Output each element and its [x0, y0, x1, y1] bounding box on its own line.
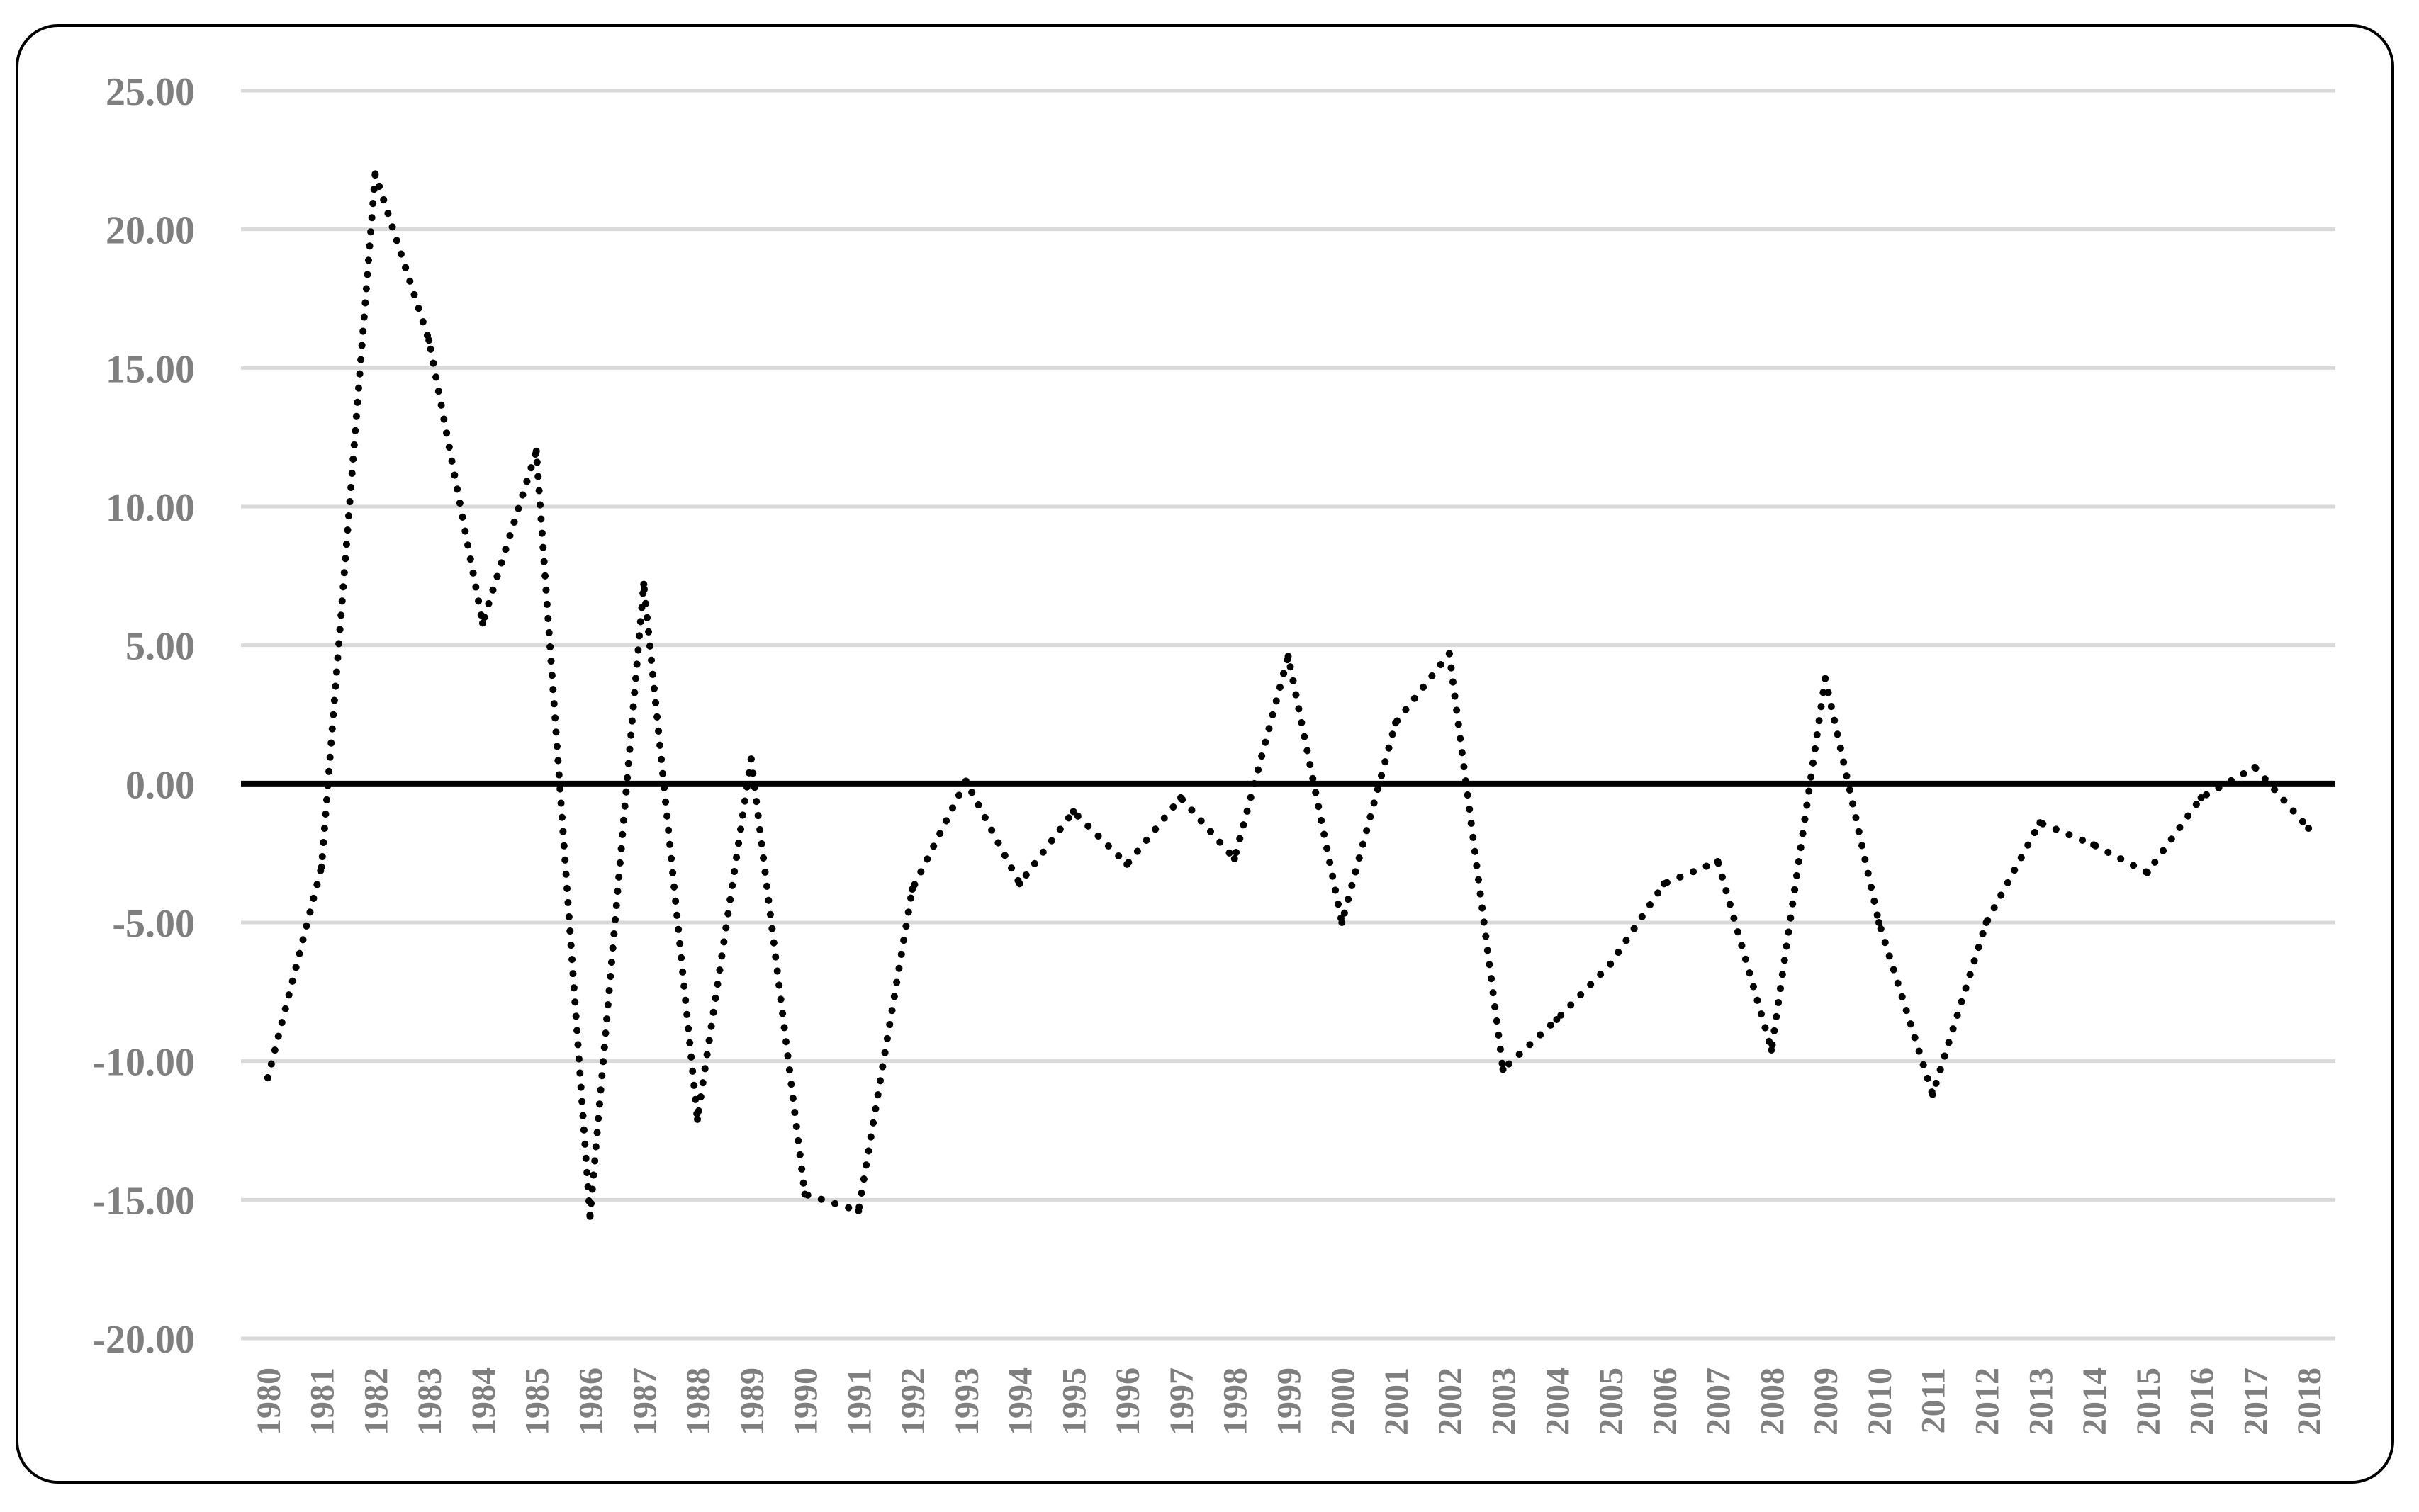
x-tick-label: 1991	[841, 1367, 878, 1435]
data-point-1986	[586, 1212, 594, 1220]
y-tick-label: 25.00	[106, 70, 195, 114]
x-tick-label: 1999	[1271, 1367, 1308, 1435]
data-point-1991	[855, 1207, 863, 1214]
x-tick-label: 2004	[1539, 1367, 1576, 1435]
y-tick-label: -10.00	[92, 1041, 195, 1085]
data-point-1999	[1284, 653, 1292, 660]
y-tick-label: -20.00	[92, 1318, 195, 1362]
data-point-2010	[1875, 919, 1882, 926]
data-point-2005	[1607, 960, 1615, 968]
x-tick-label: 1994	[1002, 1367, 1040, 1435]
x-tick-label: 2011	[1915, 1367, 1953, 1433]
data-point-2011	[1929, 1090, 1936, 1098]
x-tick-label: 2013	[2022, 1367, 2060, 1435]
x-tick-label: 2002	[1432, 1367, 1469, 1435]
x-tick-label: 1986	[573, 1367, 610, 1435]
y-tick-label: -5.00	[112, 902, 195, 946]
data-point-2007	[1714, 857, 1722, 865]
y-tick-label: -15.00	[92, 1179, 195, 1223]
x-tick-label: 2007	[1700, 1367, 1738, 1435]
data-point-1997	[1177, 794, 1184, 801]
data-point-2000	[1338, 919, 1346, 926]
x-tick-label: 2016	[2184, 1367, 2221, 1435]
y-tick-label: 20.00	[106, 209, 195, 253]
x-tick-label: 2003	[1486, 1367, 1523, 1435]
data-point-2015	[2143, 869, 2151, 876]
x-tick-label: 1987	[626, 1367, 663, 1435]
data-point-1994	[1016, 880, 1023, 888]
data-point-1992	[909, 886, 916, 893]
x-axis-ticks: 1980 1981 1982 1983 1984 1985 1986 1987 1988 1989…	[250, 1367, 2328, 1435]
x-tick-label: 2005	[1593, 1367, 1630, 1435]
data-point-1996	[1123, 860, 1131, 868]
data-point-2016	[2197, 794, 2205, 801]
y-tick-label: 15.00	[106, 347, 195, 391]
data-point-2003	[1499, 1066, 1507, 1073]
x-tick-label: 2008	[1753, 1367, 1791, 1435]
data-point-1995	[1070, 808, 1077, 816]
data-point-2002	[1445, 650, 1453, 658]
x-tick-label: 1988	[680, 1367, 717, 1435]
data-point-2018	[2305, 824, 2313, 832]
y-axis-ticks: 25.00 20.00 15.00 10.00 5.00 0.00 -5.00 -10.00 -…	[92, 70, 195, 1362]
x-tick-label: 1996	[1109, 1367, 1147, 1435]
x-tick-label: 2010	[1861, 1367, 1899, 1435]
x-tick-label: 1998	[1217, 1367, 1255, 1435]
data-point-1990	[801, 1190, 809, 1198]
x-tick-label: 1997	[1163, 1367, 1201, 1435]
data-point-1981	[318, 863, 325, 871]
x-tick-label: 1984	[465, 1367, 503, 1435]
y-tick-label: 5.00	[125, 625, 195, 669]
x-tick-label: 1980	[250, 1367, 288, 1435]
data-point-2012	[1982, 919, 1990, 926]
x-tick-label: 1981	[304, 1367, 342, 1435]
data-point-2008	[1768, 1046, 1775, 1054]
data-point-2014	[2090, 841, 2098, 849]
data-point-2001	[1392, 719, 1400, 727]
x-tick-label: 2009	[1807, 1367, 1845, 1435]
data-point-1982	[371, 170, 379, 178]
x-tick-label: 2001	[1378, 1367, 1415, 1435]
x-tick-label: 1992	[894, 1367, 932, 1435]
x-tick-label: 2017	[2237, 1367, 2274, 1435]
data-point-1980	[264, 1074, 271, 1082]
x-tick-label: 1993	[948, 1367, 986, 1435]
x-tick-label: 1983	[411, 1367, 449, 1435]
x-tick-label: 2014	[2076, 1367, 2114, 1435]
x-tick-label: 1990	[787, 1367, 825, 1435]
data-point-1989	[747, 755, 755, 763]
data-point-2009	[1822, 675, 1829, 682]
data-point-1998	[1230, 854, 1238, 862]
chart-frame	[16, 24, 2394, 1484]
data-point-2004	[1553, 1015, 1561, 1023]
data-point-1988	[694, 1115, 702, 1123]
series-layer	[264, 170, 2313, 1220]
x-tick-label: 2000	[1324, 1367, 1362, 1435]
x-tick-label: 1982	[357, 1367, 395, 1435]
x-tick-label: 2018	[2291, 1367, 2328, 1435]
x-tick-label: 2015	[2130, 1367, 2167, 1435]
x-tick-label: 2006	[1646, 1367, 1684, 1435]
x-tick-label: 1989	[734, 1367, 771, 1435]
data-point-1987	[640, 580, 648, 588]
data-point-1984	[478, 619, 486, 627]
data-point-1983	[425, 337, 433, 344]
y-tick-label: 0.00	[125, 763, 195, 807]
data-point-1985	[532, 447, 540, 455]
data-point-2006	[1660, 880, 1668, 888]
x-tick-label: 2012	[1969, 1367, 2007, 1435]
data-point-1993	[962, 777, 970, 785]
x-tick-label: 1995	[1055, 1367, 1093, 1435]
data-point-2013	[2036, 819, 2044, 827]
y-tick-label: 10.00	[106, 486, 195, 530]
data-point-2017	[2251, 763, 2259, 771]
x-tick-label: 1985	[519, 1367, 556, 1435]
